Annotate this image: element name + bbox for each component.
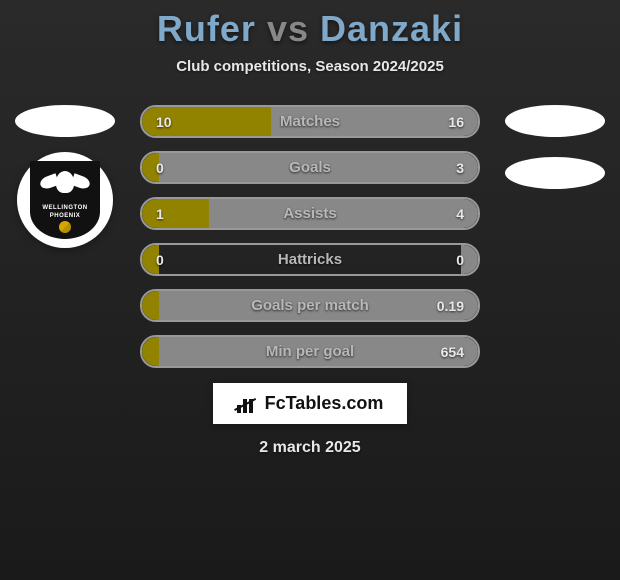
player2-name: Danzaki bbox=[320, 8, 463, 49]
chart-icon bbox=[237, 395, 259, 413]
stat-label: Assists bbox=[142, 205, 478, 222]
stat-bar-hattricks: 00Hattricks bbox=[140, 243, 480, 276]
player1-oval bbox=[15, 105, 115, 137]
left-side: WELLINGTON PHOENIX bbox=[10, 105, 120, 248]
player2-oval-2 bbox=[505, 157, 605, 189]
main-content: WELLINGTON PHOENIX 1016Matches 03Goals 14A… bbox=[0, 105, 620, 368]
stat-bar-goals: 03Goals bbox=[140, 151, 480, 184]
stat-bar-assists: 14Assists bbox=[140, 197, 480, 230]
player2-oval-1 bbox=[505, 105, 605, 137]
brand-text: FcTables.com bbox=[265, 393, 384, 414]
team-badge: WELLINGTON PHOENIX bbox=[17, 152, 113, 248]
phoenix-icon bbox=[40, 168, 90, 203]
brand-badge: FcTables.com bbox=[213, 383, 408, 424]
badge-text-1: WELLINGTON bbox=[42, 205, 87, 211]
badge-text-2: PHOENIX bbox=[50, 213, 81, 219]
subtitle: Club competitions, Season 2024/2025 bbox=[0, 58, 620, 75]
player1-name: Rufer bbox=[157, 8, 256, 49]
stat-label: Goals bbox=[142, 159, 478, 176]
header: Rufer vs Danzaki Club competitions, Seas… bbox=[0, 0, 620, 75]
badge-shield: WELLINGTON PHOENIX bbox=[30, 161, 100, 239]
stat-bar-goals-per-match: 0.19Goals per match bbox=[140, 289, 480, 322]
stat-label: Hattricks bbox=[142, 251, 478, 268]
right-side bbox=[500, 105, 610, 189]
ball-icon bbox=[59, 221, 71, 233]
footer: FcTables.com 2 march 2025 bbox=[0, 383, 620, 457]
date-text: 2 march 2025 bbox=[259, 439, 360, 457]
stat-label: Matches bbox=[142, 113, 478, 130]
stat-bar-matches: 1016Matches bbox=[140, 105, 480, 138]
stat-bar-min-per-goal: 654Min per goal bbox=[140, 335, 480, 368]
title: Rufer vs Danzaki bbox=[0, 8, 620, 50]
stats-container: 1016Matches 03Goals 14Assists 00Hattricks 0.… bbox=[140, 105, 480, 368]
stat-label: Min per goal bbox=[142, 343, 478, 360]
vs-text: vs bbox=[267, 8, 309, 49]
stat-label: Goals per match bbox=[142, 297, 478, 314]
